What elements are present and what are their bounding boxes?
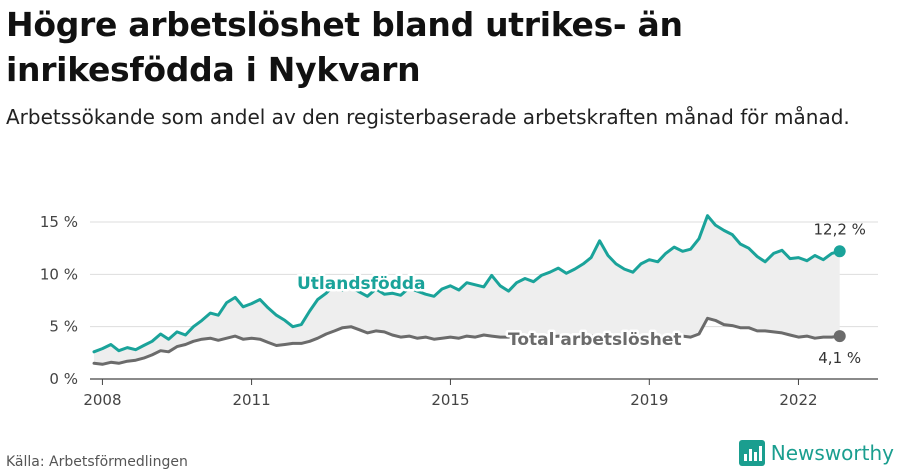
label-layer: Utlandsfödda Total arbetslöshet 12,2 % 4,1 … [295, 220, 866, 367]
x-tick-label: 2019 [630, 391, 668, 409]
y-tick-label: 0 % [49, 370, 78, 388]
y-tick-label: 15 % [40, 213, 78, 231]
total-series-end-point [833, 330, 846, 343]
total-end-label: 4,1 % [818, 349, 861, 367]
band-layer [94, 215, 840, 365]
brand-name: Newsworthy [770, 441, 894, 465]
x-tick-label: 2022 [779, 391, 817, 409]
foreign-end-label: 12,2 % [814, 220, 866, 238]
foreign-series-end-point [833, 245, 846, 258]
chart-subtitle: Arbetssökande som andel av den registerb… [6, 105, 850, 129]
chart-title: Högre arbetslöshet bland utrikes- än inr… [6, 5, 683, 89]
y-tick-label: 5 % [49, 318, 78, 336]
x-tick-label: 2011 [232, 391, 270, 409]
x-tick-label: 2015 [431, 391, 469, 409]
source-note: Källa: Arbetsförmedlingen [6, 454, 188, 470]
total-series-label: Total arbetslöshet [508, 330, 682, 350]
difference-band [94, 215, 840, 365]
series-layer [92, 214, 846, 366]
brand[interactable]: Newsworthy [738, 440, 894, 466]
foreign-series-label: Utlandsfödda [297, 274, 426, 294]
total-series-line [92, 316, 842, 366]
foreign-series-line [92, 214, 842, 354]
x-tick-label: 2008 [83, 391, 121, 409]
newsworthy-logo-icon [738, 440, 765, 466]
axis-layer: 0 % 5 % 10 % 15 % 2008 2011 2015 2019 2022 [40, 213, 878, 409]
y-tick-label: 10 % [40, 265, 78, 283]
